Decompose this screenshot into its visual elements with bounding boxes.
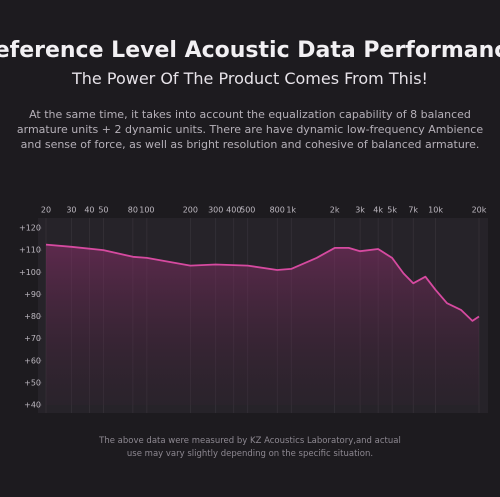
description-line: and sense of force, as well as bright re… — [21, 138, 480, 151]
x-tick-label: 20 — [41, 206, 51, 215]
description-line: At the same time, it takes into account … — [29, 108, 471, 121]
x-tick-label: 800 — [270, 206, 285, 215]
footnote-line: The above data were measured by KZ Acous… — [98, 436, 401, 446]
description-line: armature units + 2 dynamic units. There … — [17, 123, 483, 136]
y-tick-label: +90 — [24, 290, 41, 299]
x-tick-label: 20k — [472, 206, 487, 215]
x-tick-label: 10k — [428, 206, 443, 215]
x-tick-label: 50 — [98, 206, 108, 215]
area — [46, 244, 479, 405]
y-tick-label: +80 — [24, 312, 41, 321]
title: Reference Level Acoustic Data Performanc… — [0, 38, 500, 63]
x-tick-label: 80 — [128, 206, 138, 215]
x-tick-label: 1k — [286, 206, 296, 215]
x-tick-label: 100 — [139, 206, 154, 215]
y-tick-label: +110 — [19, 246, 41, 255]
y-tick-label: +40 — [24, 401, 41, 410]
y-tick-label: +100 — [19, 268, 41, 277]
x-tick-label: 30 — [66, 206, 76, 215]
x-tick-label: 400 — [226, 206, 241, 215]
x-tick-label: 300 — [208, 206, 223, 215]
x-tick-label: 3k — [355, 206, 365, 215]
x-tick-label: 4k — [373, 206, 383, 215]
subtitle: The Power Of The Product Comes From This… — [71, 69, 428, 88]
x-tick-label: 5k — [387, 206, 397, 215]
x-tick-label: 500 — [240, 206, 255, 215]
x-tick-label: 7k — [408, 206, 418, 215]
x-tick-label: 2k — [330, 206, 340, 215]
y-tick-label: +120 — [19, 224, 41, 233]
y-tick-label: +50 — [24, 378, 41, 387]
y-tick-label: +60 — [24, 356, 41, 365]
line — [45, 243, 480, 322]
y-tick-label: +70 — [24, 334, 41, 343]
footnote-line: use may vary slightly depending on the s… — [127, 449, 373, 459]
x-tick-label: 40 — [84, 206, 94, 215]
x-tick-label: 200 — [183, 206, 198, 215]
